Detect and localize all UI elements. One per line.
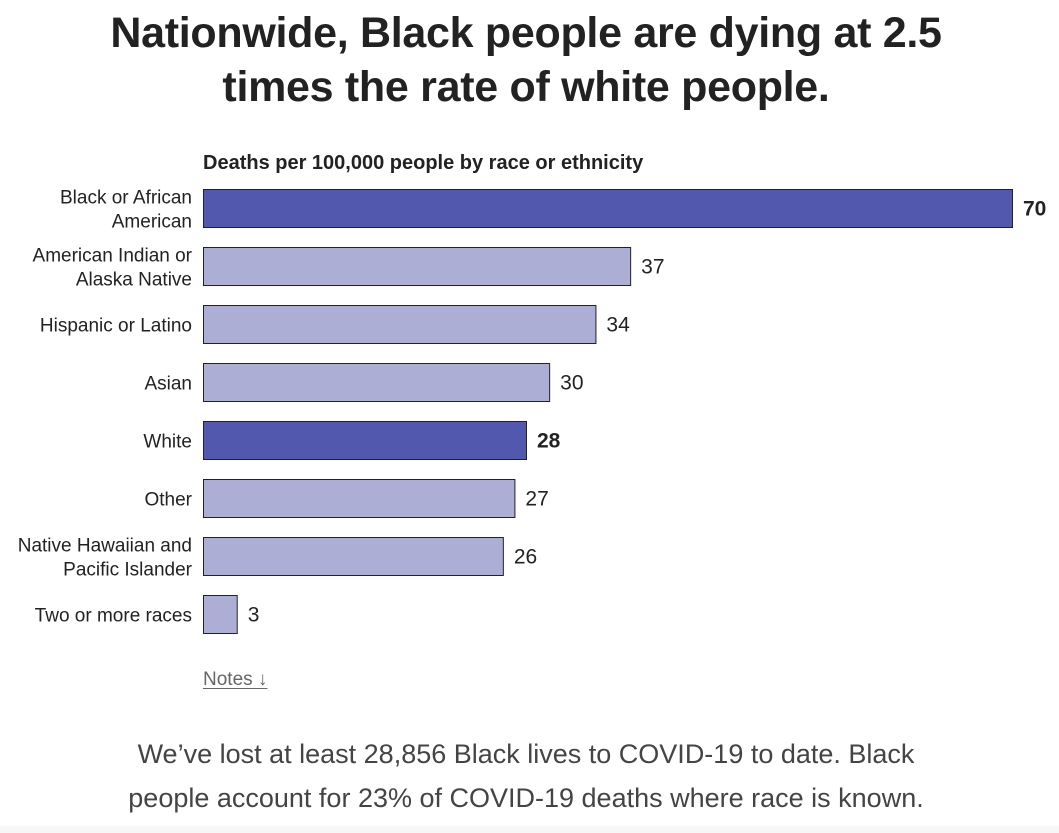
category-label: Two or more races [35,606,192,627]
bar-value-label: 28 [537,430,561,453]
headline: Nationwide, Black people are dying at 2.… [0,6,1052,114]
category-label-line: Black or African [60,188,192,209]
bar [203,537,504,576]
category-label: Black or African American [60,188,192,233]
bar-value-label: 27 [525,488,548,511]
bar-value-label: 34 [606,314,630,337]
category-label-line: Asian [144,374,192,395]
bar-value-label: 30 [560,372,583,395]
bar-value-label: 70 [1023,198,1046,221]
category-label-line: Other [144,490,192,511]
summary-line-2: people account for 23% of COVID-19 death… [128,783,924,813]
bar [203,421,527,460]
category-label-line: Hispanic or Latino [40,316,192,337]
bar-value-label: 37 [641,256,664,279]
bar [203,595,238,634]
category-label: American Indian or Alaska Native [33,246,193,291]
bar-value-label: 26 [514,546,537,569]
bar [203,247,632,286]
summary-text: We’ve lost at least 28,856 Black lives t… [0,732,1052,820]
bar [203,305,597,344]
headline-line-2: times the rate of white people. [222,63,830,111]
category-label-line: Two or more races [35,606,192,627]
notes-link[interactable]: Notes ↓ [203,669,268,690]
category-label: White [143,432,192,453]
bar [203,479,516,518]
category-label: Hispanic or Latino [40,316,192,337]
category-label-line: American Indian or [33,246,193,267]
bottom-divider [0,826,1059,833]
headline-line-1: Nationwide, Black people are dying at 2.… [110,9,942,57]
category-label-line: American [112,212,192,233]
category-label: Other [144,490,192,511]
chart-title: Deaths per 100,000 people by race or eth… [203,152,644,174]
category-label: Native Hawaiian and Pacific Islander [18,536,193,581]
bar-value-label: 3 [248,604,260,627]
bar [203,363,551,402]
bar [203,189,1013,228]
category-label: Asian [144,374,192,395]
category-label-line: Alaska Native [76,270,192,291]
category-label-line: Pacific Islander [63,560,193,581]
summary-line-1: We’ve lost at least 28,856 Black lives t… [137,739,915,769]
category-label-line: White [143,432,192,453]
category-label-line: Native Hawaiian and [18,536,192,557]
